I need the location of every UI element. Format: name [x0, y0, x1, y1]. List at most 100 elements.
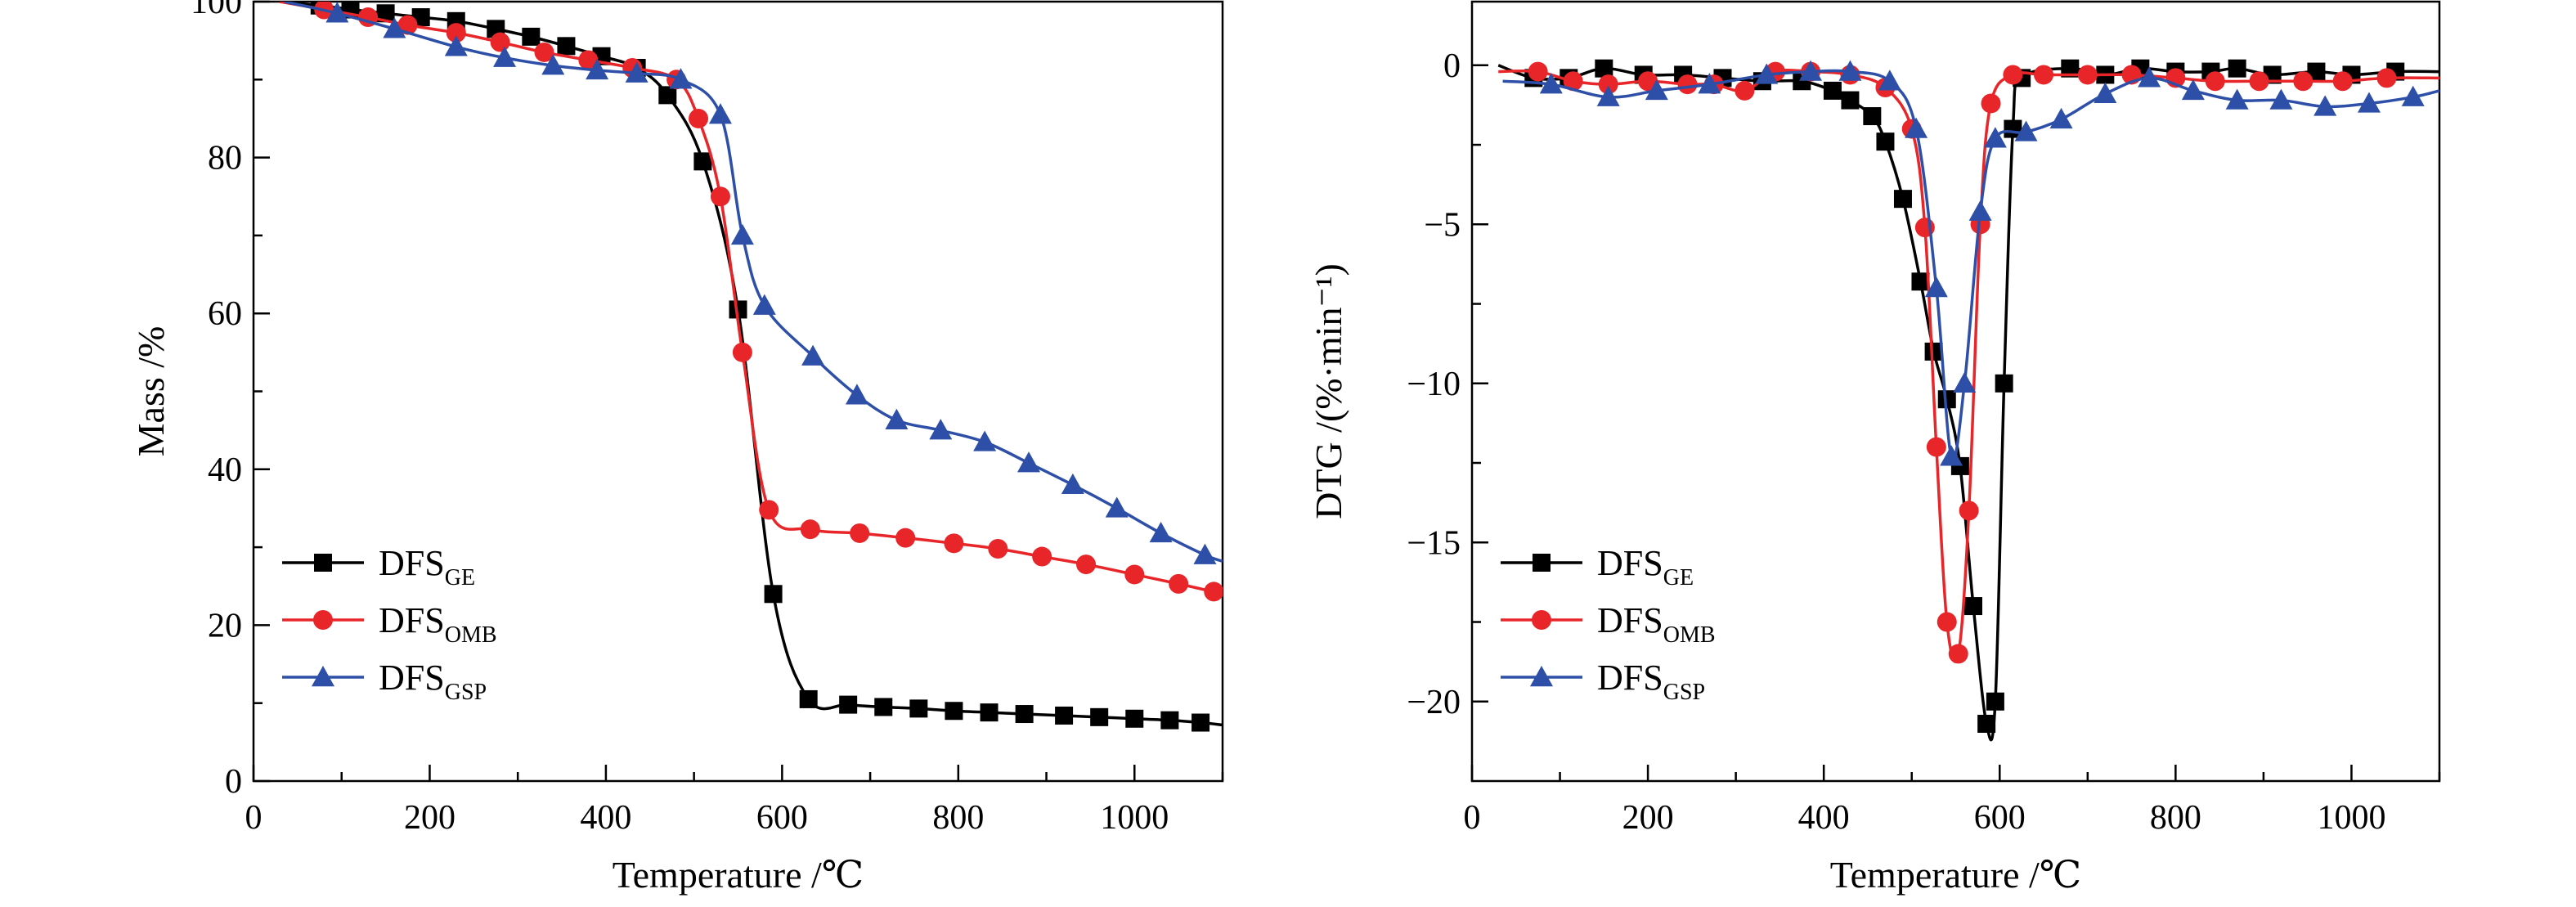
legend-label-omb: DFSOMB	[379, 600, 497, 648]
data-point-gsp	[801, 344, 825, 366]
data-point-ge	[2228, 59, 2246, 78]
legend-marker-ge	[1533, 554, 1551, 572]
data-point-gsp	[586, 58, 609, 80]
data-point-ge	[2061, 59, 2080, 78]
data-point-gsp	[845, 384, 868, 405]
data-point-omb	[895, 528, 916, 548]
data-point-ge	[874, 698, 893, 716]
data-point-gsp	[730, 223, 754, 245]
y-tick-label: 0	[225, 763, 242, 801]
x-tick-label: 0	[245, 799, 263, 837]
data-point-omb	[1638, 71, 1658, 92]
legend-marker-gsp	[1530, 666, 1553, 687]
y-tick-label: −15	[1407, 524, 1461, 562]
data-point-ge	[557, 37, 576, 56]
data-point-gsp	[2269, 88, 2293, 110]
data-point-gsp	[1017, 451, 1040, 473]
legend-marker-omb	[313, 610, 333, 630]
data-point-gsp	[752, 294, 776, 315]
x-tick-label: 0	[1464, 799, 1481, 837]
data-point-gsp	[1953, 371, 1977, 393]
data-point-omb	[850, 523, 870, 543]
legend-marker-gsp	[312, 666, 334, 687]
data-point-ge	[839, 695, 858, 714]
data-point-gsp	[1698, 73, 1721, 94]
data-point-gsp	[1983, 127, 2007, 148]
data-point-omb	[988, 539, 1008, 559]
data-point-gsp	[885, 408, 909, 429]
data-point-gsp	[1940, 445, 1963, 466]
data-point-gsp	[2049, 107, 2073, 129]
data-point-gsp	[2014, 120, 2038, 141]
data-point-gsp	[1105, 496, 1129, 518]
data-point-ge	[1893, 190, 1912, 209]
data-point-ge	[1841, 91, 1860, 110]
series-line-gsp	[284, 2, 1223, 563]
data-point-gsp	[1193, 543, 1217, 564]
data-point-omb	[2003, 65, 2023, 85]
data-point-gsp	[2225, 88, 2249, 110]
data-point-omb	[1169, 573, 1189, 594]
data-point-gsp	[2094, 82, 2117, 104]
data-point-omb	[1936, 612, 1957, 632]
data-point-omb	[759, 500, 779, 520]
data-point-gsp	[493, 46, 517, 67]
x-tick-label: 600	[1974, 799, 2026, 837]
data-point-gsp	[1878, 70, 1901, 91]
data-point-omb	[2205, 71, 2225, 92]
data-point-ge	[1977, 714, 1996, 733]
data-point-ge	[693, 152, 712, 171]
data-point-ge	[1125, 709, 1144, 728]
data-point-gsp	[383, 17, 406, 38]
data-point-gsp	[325, 2, 349, 23]
data-point-omb	[1563, 71, 1583, 92]
data-point-ge	[1937, 390, 1956, 409]
data-point-ge	[1055, 706, 1074, 725]
data-point-gsp	[1149, 521, 1173, 543]
data-point-omb	[534, 42, 554, 62]
data-point-omb	[578, 50, 599, 70]
legend-label-omb: DFSOMB	[1597, 600, 1716, 648]
data-point-gsp	[2181, 79, 2205, 101]
series-group	[280, 2, 1223, 732]
data-point-gsp	[1061, 473, 1084, 495]
legend-label-gsp: DFSGSP	[1597, 658, 1705, 705]
y-tick-label: 20	[208, 607, 242, 644]
data-point-omb	[800, 519, 820, 540]
data-point-ge	[1995, 374, 2013, 393]
data-point-omb	[2077, 65, 2098, 85]
data-point-omb	[944, 533, 964, 554]
data-point-omb	[689, 108, 709, 128]
data-point-gsp	[625, 61, 648, 83]
x-tick-label: 400	[580, 799, 631, 837]
x-axis-title: Temperature /℃	[1830, 854, 2082, 896]
data-point-omb	[490, 32, 510, 52]
data-point-ge	[658, 86, 677, 105]
data-point-gsp	[669, 68, 693, 89]
x-tick-label: 800	[2150, 799, 2201, 837]
legend-marker-ge	[314, 554, 332, 572]
data-point-ge	[2307, 62, 2326, 81]
data-point-omb	[1948, 644, 1968, 664]
data-point-omb	[1735, 80, 1755, 101]
x-tick-label: 200	[1622, 799, 1674, 837]
x-axis-title: Temperature /℃	[613, 854, 864, 896]
data-point-omb	[1076, 555, 1097, 575]
data-point-gsp	[444, 35, 468, 56]
data-point-ge	[522, 27, 541, 46]
x-tick-label: 400	[1798, 799, 1850, 837]
y-axis-title: Mass /%	[130, 326, 172, 457]
data-point-ge	[1823, 81, 1842, 100]
x-tick-label: 800	[932, 799, 984, 837]
data-point-omb	[1528, 61, 1548, 82]
data-point-omb	[2376, 68, 2397, 88]
y-tick-label: −5	[1424, 206, 1461, 244]
legend-label-ge: DFSGE	[1597, 543, 1694, 590]
data-point-gsp	[2401, 85, 2425, 106]
data-point-gsp	[2313, 95, 2337, 116]
series-line-omb	[280, 2, 1223, 595]
mass-chart-panel: 0 200 400 600 800 1000 0 20 40 60 80 100 Temperature…	[130, 0, 1224, 896]
y-tick-label: −10	[1407, 366, 1461, 403]
data-point-omb	[2249, 71, 2269, 92]
